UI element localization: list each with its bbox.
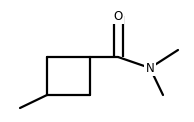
Text: N: N: [146, 61, 154, 75]
Text: O: O: [113, 10, 123, 22]
